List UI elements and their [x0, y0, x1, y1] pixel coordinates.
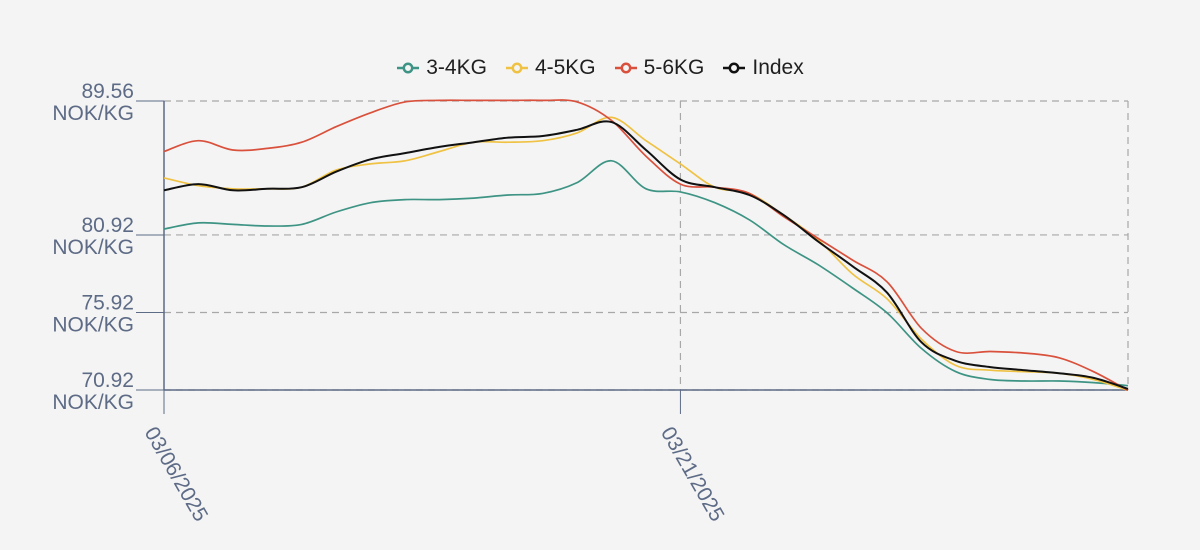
y-tick-unit: NOK/KG	[52, 236, 134, 259]
series-line-4-5kg	[163, 116, 1129, 392]
legend-marker-icon	[614, 62, 637, 74]
legend-label: 5-6KG	[643, 56, 705, 79]
y-tick-label: 80.92	[81, 214, 134, 237]
y-tick-label: 75.92	[81, 291, 134, 314]
legend-marker-icon	[505, 62, 528, 74]
legend-item-3-4kg[interactable]: 3-4KG	[396, 56, 487, 80]
y-tick-label: 70.92	[81, 369, 134, 392]
legend-item-5-6kg[interactable]: 5-6KG	[614, 56, 705, 80]
legend-label: 3-4KG	[426, 56, 487, 79]
legend-item-index[interactable]: Index	[722, 56, 804, 80]
legend-marker-icon	[397, 62, 420, 74]
y-tick-unit: NOK/KG	[52, 313, 134, 336]
legend-item-4-5kg[interactable]: 4-5KG	[505, 56, 596, 80]
series-line-3-4kg	[163, 159, 1129, 387]
legend-label: Index	[752, 56, 804, 79]
series-line-5-6kg	[163, 99, 1129, 392]
y-tick-unit: NOK/KG	[52, 391, 134, 414]
y-tick-label: 89.56	[81, 80, 134, 103]
x-tick-label: 03/21/2025	[656, 423, 728, 526]
x-tick-label: 03/06/2025	[140, 423, 212, 526]
legend-label: 4-5KG	[534, 56, 596, 79]
y-tick-unit: NOK/KG	[52, 102, 134, 125]
series-line-index	[163, 120, 1129, 390]
chart-legend: 3-4KG 4-5KG 5-6KG Index	[0, 56, 1200, 80]
legend-marker-icon	[723, 62, 746, 74]
